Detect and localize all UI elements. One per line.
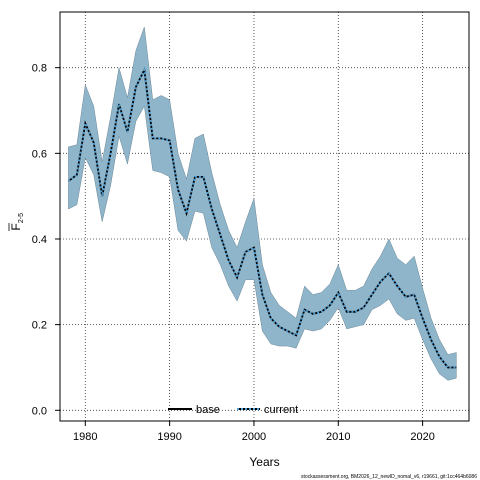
y-tick-label: 0.8 (32, 63, 47, 75)
y-axis-title: F 2-5 (8, 213, 25, 231)
footer-credit: stockassessment.org, BM2026_12_newID_nom… (301, 474, 477, 480)
legend-item: current (237, 404, 298, 416)
x-tick-label: 2020 (410, 431, 434, 443)
x-axis: 1980 1990 2000 2010 2020 (73, 421, 435, 443)
y-tick-label: 0.6 (32, 148, 47, 160)
grid (60, 12, 469, 421)
confidence-band (68, 26, 457, 381)
y-axis-title-subscript: 2-5 (18, 213, 25, 223)
confidence-band-layer (68, 26, 457, 381)
plot-frame (59, 11, 470, 422)
x-axis-title: Years (249, 455, 279, 469)
x-tick-label: 2010 (326, 431, 350, 443)
x-tick-label: 2000 (242, 431, 266, 443)
x-tick-label: 1980 (73, 431, 97, 443)
y-axis: 0.0 0.2 0.4 0.6 0.8 (32, 63, 60, 417)
legend: base current (168, 404, 298, 416)
legend-label: current (264, 404, 298, 416)
y-tick-label: 0.2 (32, 320, 47, 332)
x-tick-label: 1990 (157, 431, 181, 443)
y-tick-label: 0.0 (32, 405, 47, 417)
legend-label: base (196, 404, 220, 416)
series-line-layer (67, 66, 457, 369)
y-axis-title-main: F (9, 223, 23, 230)
series-line-current (67, 66, 457, 369)
legend-item: base (168, 404, 220, 416)
y-tick-label: 0.4 (32, 234, 47, 246)
